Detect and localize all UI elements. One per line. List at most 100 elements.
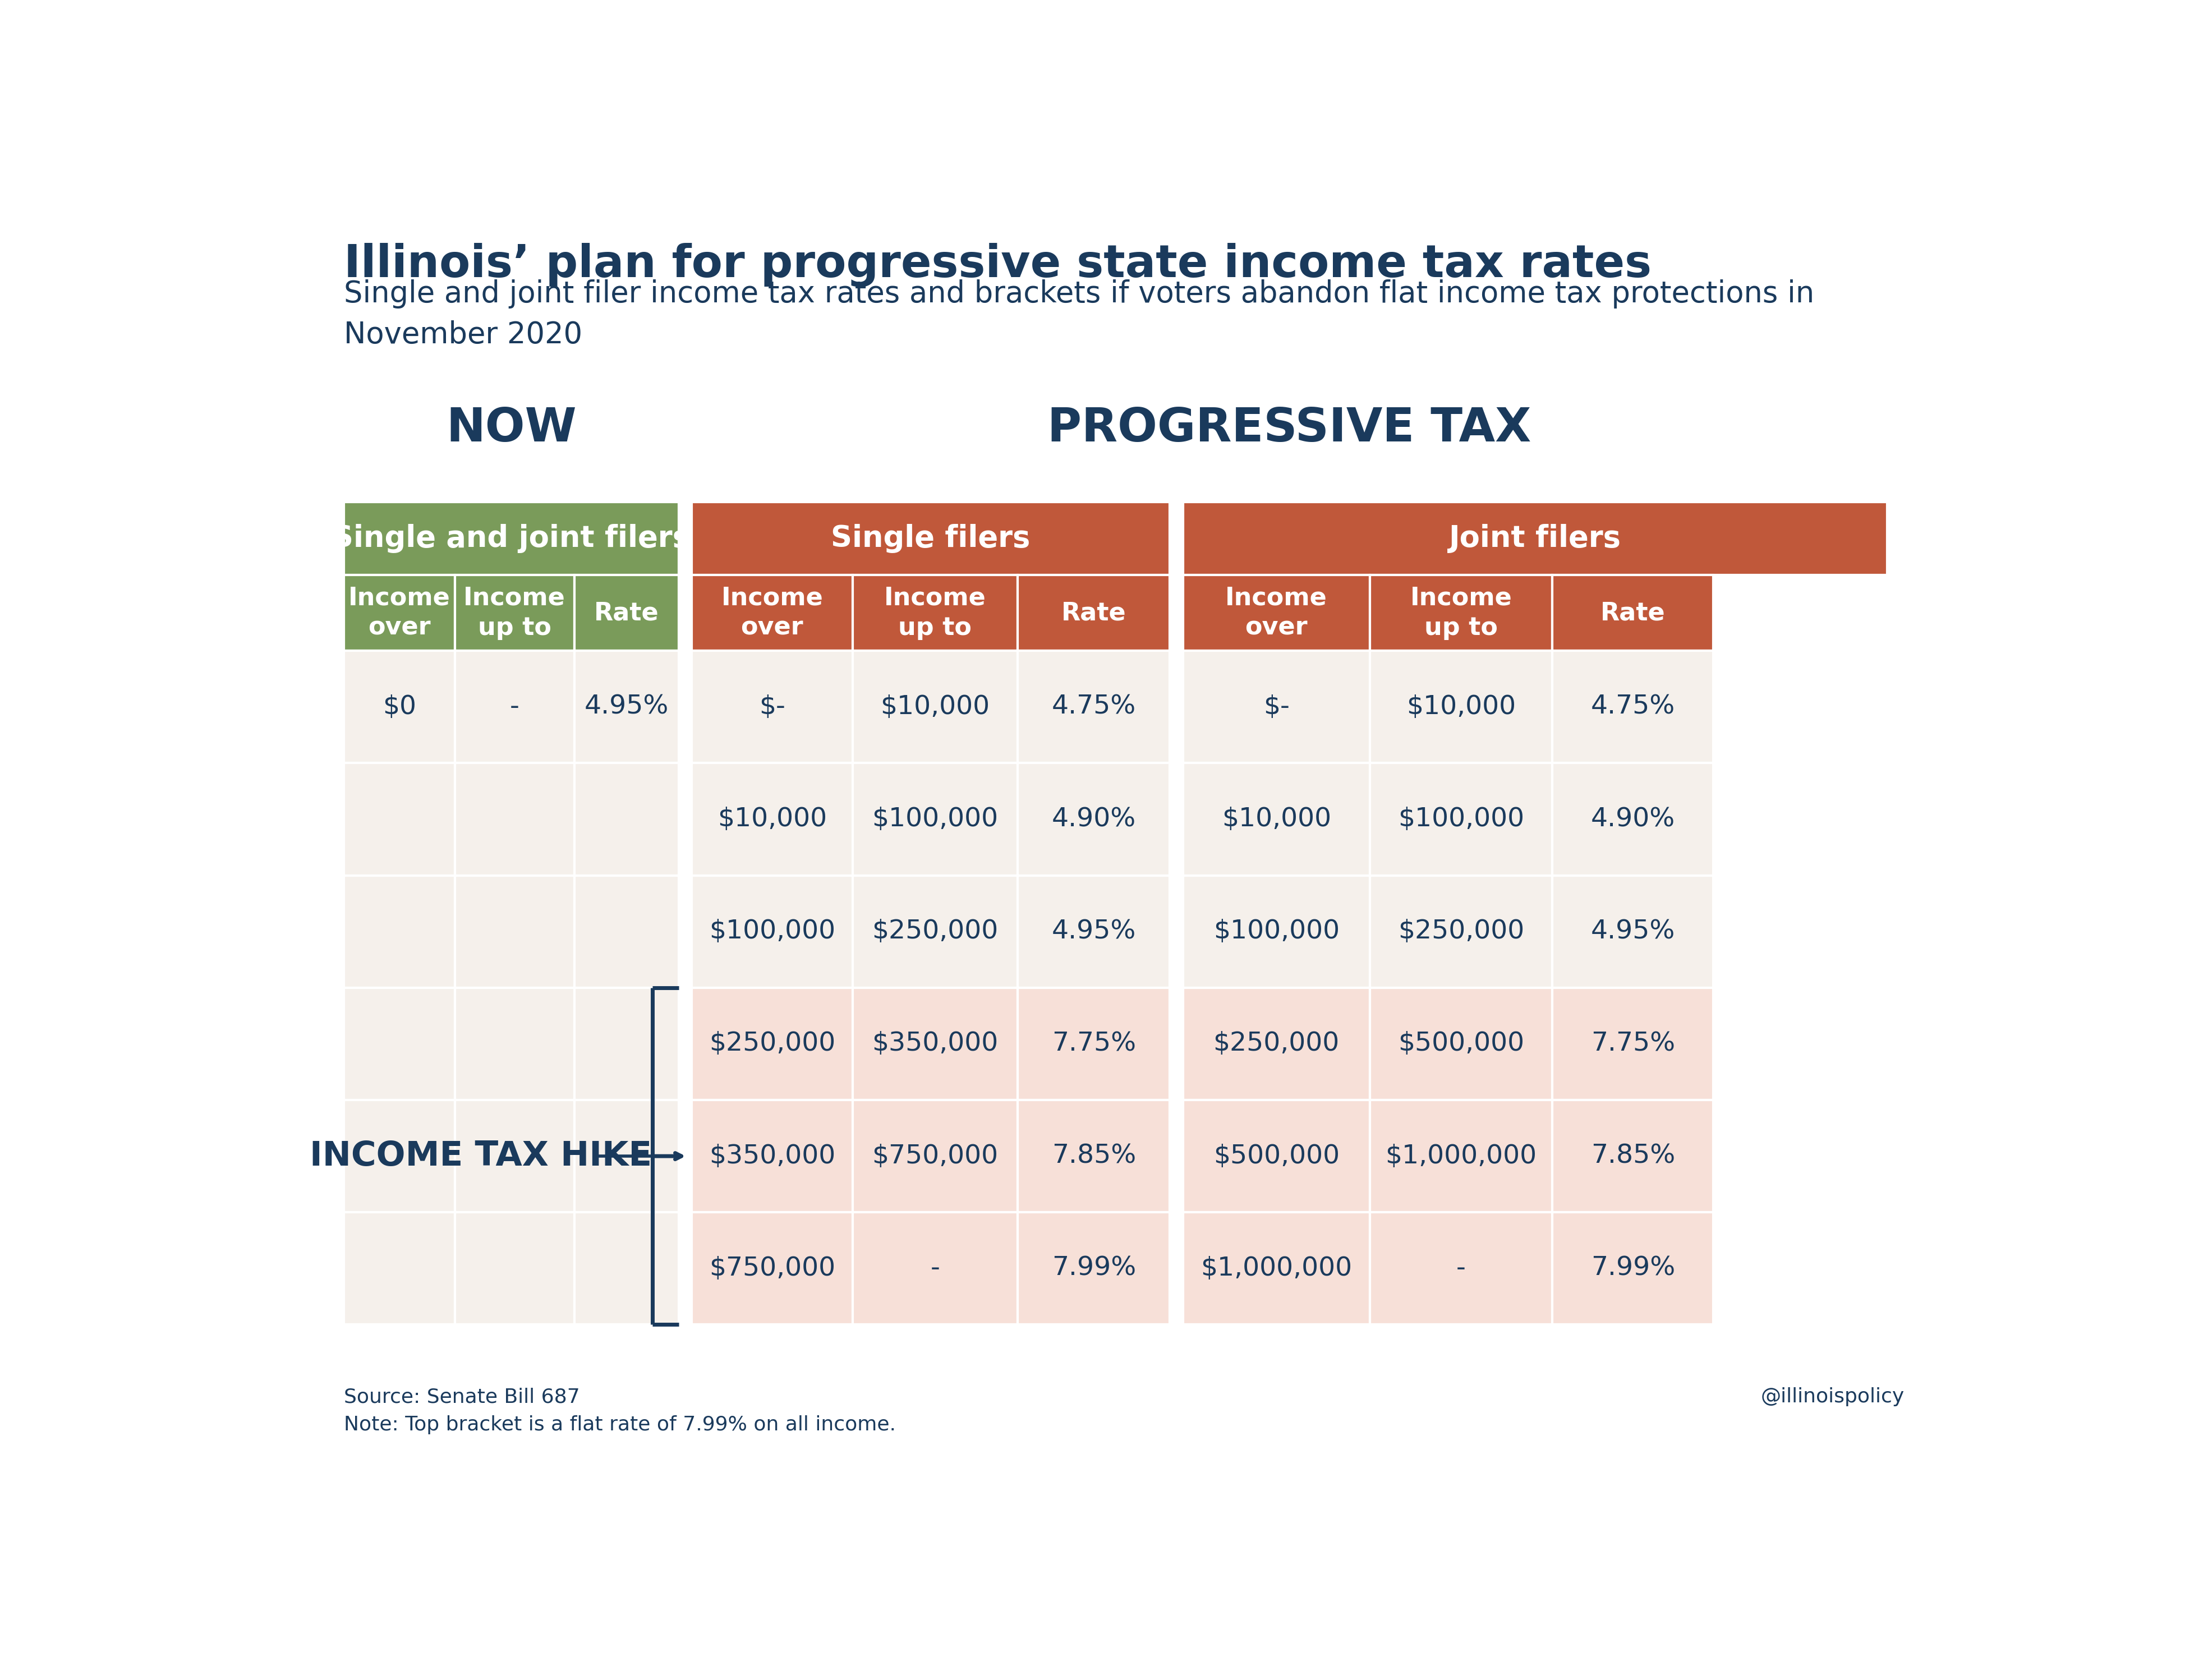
Text: $1,000,000: $1,000,000 — [1200, 1257, 1352, 1282]
Bar — [344, 1213, 454, 1324]
Text: 7.75%: 7.75% — [1591, 1032, 1674, 1057]
Text: $100,000: $100,000 — [1213, 919, 1341, 944]
Text: $350,000: $350,000 — [709, 1144, 836, 1169]
Bar — [1553, 1100, 1714, 1213]
Bar — [1553, 650, 1714, 763]
Bar — [853, 1213, 1018, 1324]
Bar — [344, 1100, 454, 1213]
Text: 4.95%: 4.95% — [584, 694, 669, 719]
Text: Source: Senate Bill 687
Note: Top bracket is a flat rate of 7.99% on all income.: Source: Senate Bill 687 Note: Top bracke… — [344, 1388, 895, 1435]
Bar — [575, 1100, 678, 1213]
Bar — [1018, 650, 1169, 763]
Bar — [1369, 650, 1553, 763]
Text: Income
over: Income over — [349, 586, 450, 640]
Bar — [344, 575, 454, 650]
Text: $10,000: $10,000 — [1222, 806, 1332, 832]
Bar — [1018, 763, 1169, 875]
Text: 4.75%: 4.75% — [1051, 694, 1136, 719]
Bar — [1369, 988, 1553, 1100]
Bar — [1369, 1100, 1553, 1213]
Bar — [1183, 502, 1887, 575]
Bar — [1553, 763, 1714, 875]
Text: 4.75%: 4.75% — [1591, 694, 1674, 719]
Text: $0: $0 — [382, 694, 417, 719]
Bar — [344, 988, 454, 1100]
Bar — [691, 1100, 853, 1213]
Text: Rate: Rate — [1062, 601, 1126, 625]
Bar — [575, 763, 678, 875]
Text: Joint filers: Joint filers — [1448, 524, 1621, 553]
Text: $250,000: $250,000 — [1398, 919, 1525, 944]
Bar — [691, 988, 853, 1100]
Text: 7.85%: 7.85% — [1051, 1144, 1136, 1169]
Text: Illinois’ plan for progressive state income tax rates: Illinois’ plan for progressive state inc… — [344, 242, 1652, 287]
Bar — [344, 650, 454, 763]
Bar — [575, 988, 678, 1100]
Text: $500,000: $500,000 — [1213, 1144, 1341, 1169]
Bar — [1018, 575, 1169, 650]
Bar — [1553, 875, 1714, 988]
Bar — [853, 650, 1018, 763]
Text: $500,000: $500,000 — [1398, 1032, 1525, 1057]
Bar — [575, 875, 678, 988]
Bar — [691, 575, 853, 650]
Text: $350,000: $350,000 — [871, 1032, 998, 1057]
Bar — [454, 988, 575, 1100]
Bar — [853, 875, 1018, 988]
Bar — [454, 575, 575, 650]
Bar — [691, 875, 853, 988]
Bar — [344, 502, 678, 575]
Bar — [1183, 1213, 1369, 1324]
Text: 4.90%: 4.90% — [1591, 806, 1674, 832]
Bar — [691, 1213, 853, 1324]
Text: $100,000: $100,000 — [871, 806, 998, 832]
Bar — [691, 502, 1169, 575]
Bar — [853, 1100, 1018, 1213]
Bar — [344, 875, 454, 988]
Text: Single and joint filer income tax rates and brackets if voters abandon flat inco: Single and joint filer income tax rates … — [344, 279, 1814, 349]
Bar — [1183, 1100, 1369, 1213]
Bar — [1553, 575, 1714, 650]
Bar — [575, 1213, 678, 1324]
Bar — [454, 1213, 575, 1324]
Text: 4.95%: 4.95% — [1591, 919, 1674, 944]
Text: $750,000: $750,000 — [871, 1144, 998, 1169]
Bar — [1553, 988, 1714, 1100]
Bar — [1369, 763, 1553, 875]
Text: @illinoispolicy: @illinoispolicy — [1762, 1388, 1904, 1406]
Text: Income
over: Income over — [1226, 586, 1327, 640]
Text: 7.75%: 7.75% — [1051, 1032, 1136, 1057]
Text: 7.99%: 7.99% — [1591, 1257, 1674, 1282]
Bar — [1183, 575, 1369, 650]
Text: Income
up to: Income up to — [884, 586, 985, 640]
Text: Rate: Rate — [595, 601, 658, 625]
Text: INCOME TAX HIKE: INCOME TAX HIKE — [309, 1139, 652, 1173]
Bar — [1369, 575, 1553, 650]
Text: $250,000: $250,000 — [709, 1032, 836, 1057]
Bar — [454, 875, 575, 988]
Text: 4.90%: 4.90% — [1051, 806, 1136, 832]
Text: $-: $- — [1264, 694, 1290, 719]
Text: NOW: NOW — [445, 405, 577, 450]
Text: $100,000: $100,000 — [709, 919, 836, 944]
Text: $750,000: $750,000 — [709, 1257, 836, 1282]
Bar — [691, 763, 853, 875]
Text: $10,000: $10,000 — [880, 694, 989, 719]
Bar — [1183, 650, 1369, 763]
Text: Income
up to: Income up to — [1411, 586, 1512, 640]
Bar — [1183, 988, 1369, 1100]
Text: $250,000: $250,000 — [871, 919, 998, 944]
Text: PROGRESSIVE TAX: PROGRESSIVE TAX — [1047, 405, 1531, 450]
Text: $10,000: $10,000 — [717, 806, 827, 832]
Text: -: - — [1457, 1257, 1466, 1282]
Bar — [575, 575, 678, 650]
Bar — [1018, 875, 1169, 988]
Bar — [1183, 875, 1369, 988]
Bar — [1183, 763, 1369, 875]
Text: Income
over: Income over — [722, 586, 823, 640]
Text: 7.85%: 7.85% — [1591, 1144, 1674, 1169]
Text: Single and joint filers: Single and joint filers — [331, 524, 691, 553]
Text: -: - — [509, 694, 520, 719]
Text: Single filers: Single filers — [832, 524, 1031, 553]
Bar — [1018, 988, 1169, 1100]
